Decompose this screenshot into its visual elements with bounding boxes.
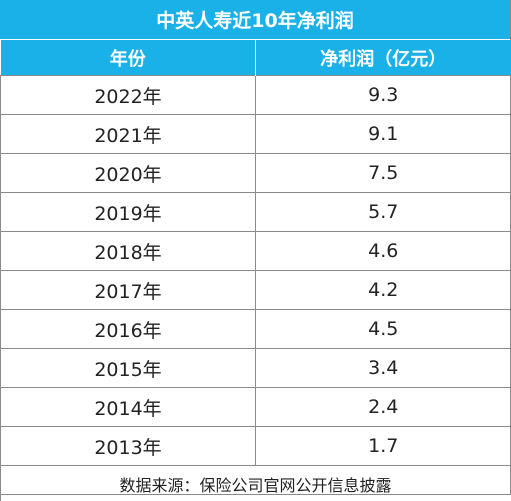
cell-year: 2013年 [0, 426, 256, 465]
cell-profit: 4.5 [255, 309, 511, 349]
table-row: 2013年 1.7 [0, 426, 511, 465]
table-row: 2022年 9.3 [0, 75, 511, 115]
cell-year: 2018年 [0, 231, 256, 271]
source-note: 数据来源：保险公司官网公开信息披露 [0, 465, 510, 501]
cell-year: 2016年 [0, 309, 256, 349]
cell-profit: 4.2 [255, 270, 511, 310]
table-row: 2019年 5.7 [0, 192, 511, 232]
cell-year: 2022年 [0, 75, 256, 115]
cell-profit: 5.7 [255, 192, 511, 232]
profit-table: 年份 净利润（亿元） 2022年 9.3 2021年 9.1 2020年 7.5 2019年… [0, 40, 511, 465]
table-row: 2021年 9.1 [0, 114, 511, 154]
table-row: 2016年 4.5 [0, 309, 511, 349]
column-header-year: 年份 [0, 40, 256, 76]
table-row: 2018年 4.6 [0, 231, 511, 271]
table-body: 2022年 9.3 2021年 9.1 2020年 7.5 2019年 5.7 2018年 4.6… [0, 75, 511, 465]
cell-year: 2015年 [0, 348, 256, 388]
table-row: 2014年 2.4 [0, 387, 511, 427]
cell-year: 2014年 [0, 387, 256, 427]
table-header-row: 年份 净利润（亿元） [0, 40, 511, 76]
cell-profit: 7.5 [255, 153, 511, 193]
cell-profit: 9.1 [255, 114, 511, 154]
cell-profit: 1.7 [255, 426, 511, 465]
cell-profit: 2.4 [255, 387, 511, 427]
cell-year: 2020年 [0, 153, 256, 193]
cell-year: 2019年 [0, 192, 256, 232]
column-header-profit: 净利润（亿元） [255, 40, 511, 76]
cell-profit: 3.4 [255, 348, 511, 388]
cell-year: 2021年 [0, 114, 256, 154]
table-row: 2017年 4.2 [0, 270, 511, 310]
cell-profit: 4.6 [255, 231, 511, 271]
cell-year: 2017年 [0, 270, 256, 310]
table-row: 2020年 7.5 [0, 153, 511, 193]
cell-profit: 9.3 [255, 75, 511, 115]
table-row: 2015年 3.4 [0, 348, 511, 388]
table-title: 中英人寿近10年净利润 [0, 0, 510, 40]
